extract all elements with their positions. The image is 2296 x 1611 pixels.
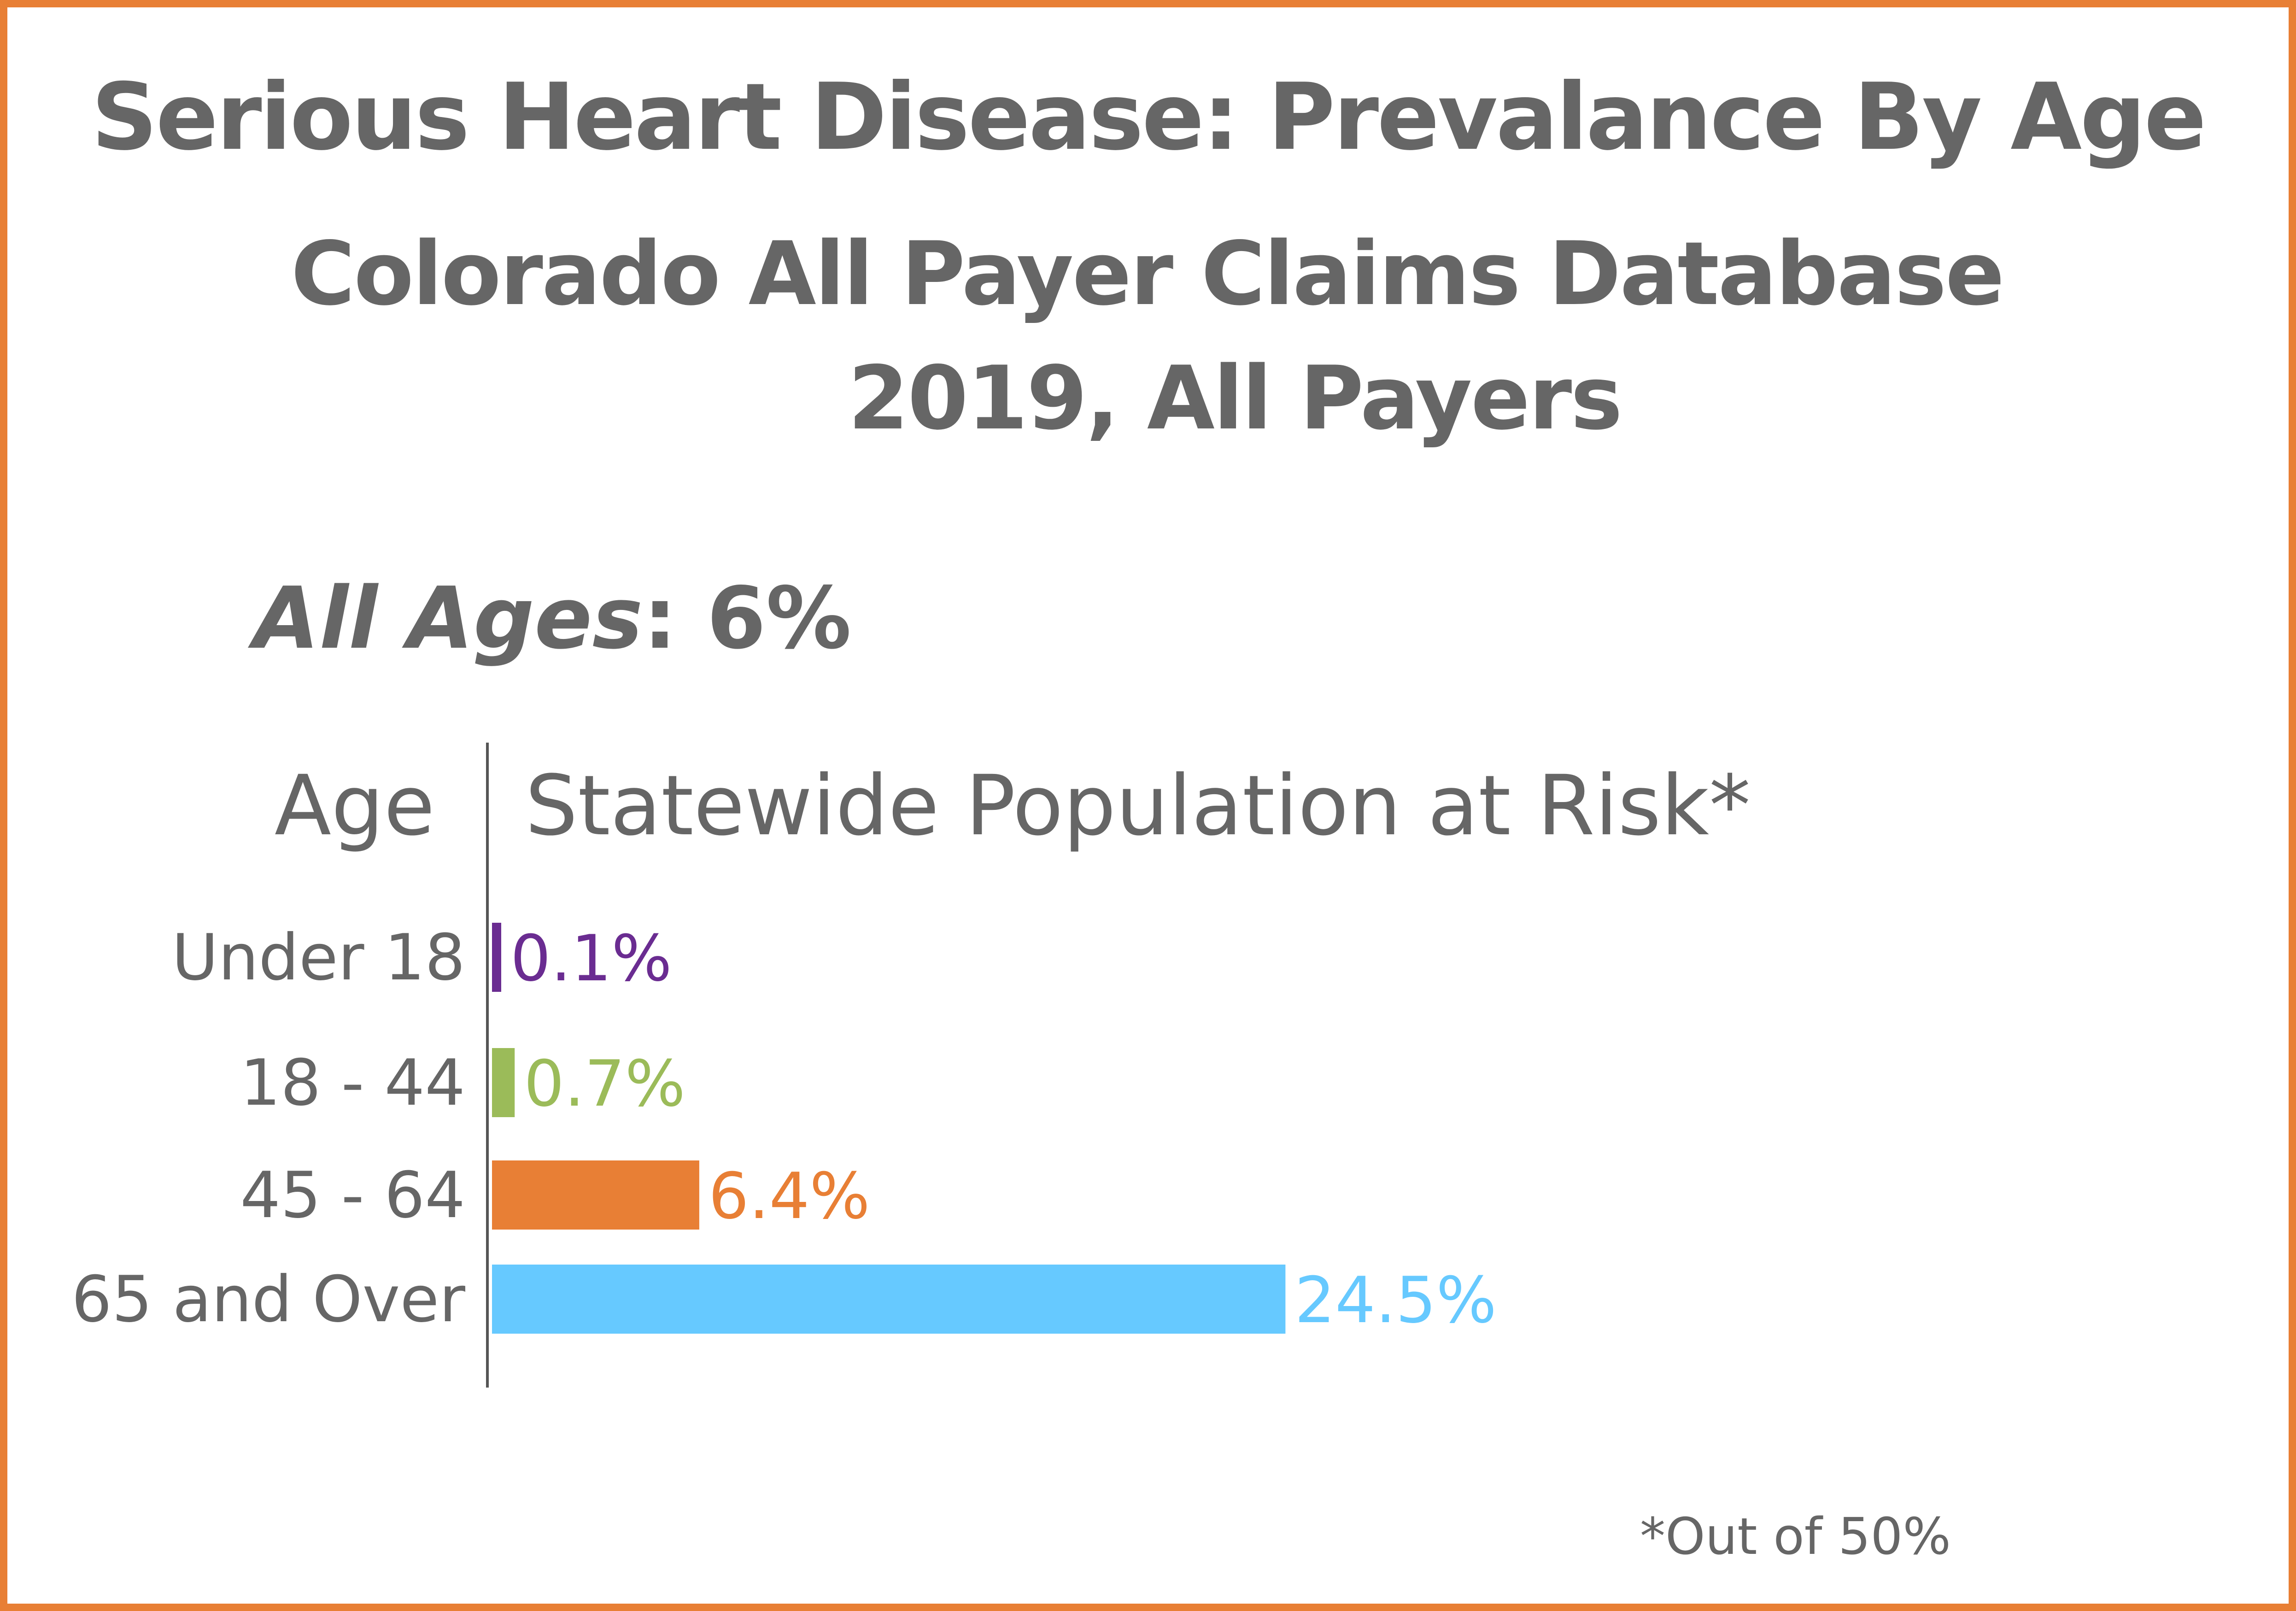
all-ages-value: 6% — [707, 568, 852, 668]
value-header: Statewide Population at Risk* — [525, 758, 1751, 854]
bar-1 — [492, 923, 501, 992]
value-label-3: 6.4% — [709, 1159, 870, 1233]
all-ages-separator: : — [643, 568, 707, 668]
category-header: Age — [274, 758, 435, 854]
value-label-2: 0.7% — [524, 1047, 685, 1121]
bar-4 — [492, 1265, 1286, 1334]
category-label-1: Under 18 — [172, 920, 465, 995]
chart-subtitle: Colorado All Payer Claims Database — [291, 223, 2004, 325]
value-label-4: 24.5% — [1294, 1263, 1496, 1337]
value-label-1: 0.1% — [510, 921, 672, 996]
chart-title: Serious Heart Disease: Prevalance By Age — [91, 64, 2207, 171]
chart-subtitle-year: 2019, All Payers — [848, 347, 1623, 449]
category-label-4: 65 and Over — [71, 1262, 465, 1336]
all-ages-label: All Ages — [253, 568, 643, 668]
all-ages-summary: All Ages: 6% — [253, 576, 851, 661]
footnote: *Out of 50% — [1640, 1507, 1951, 1566]
bar-2 — [492, 1048, 515, 1117]
category-label-3: 45 - 64 — [240, 1158, 465, 1232]
bar-3 — [492, 1160, 699, 1230]
category-label-2: 18 - 44 — [240, 1046, 465, 1120]
